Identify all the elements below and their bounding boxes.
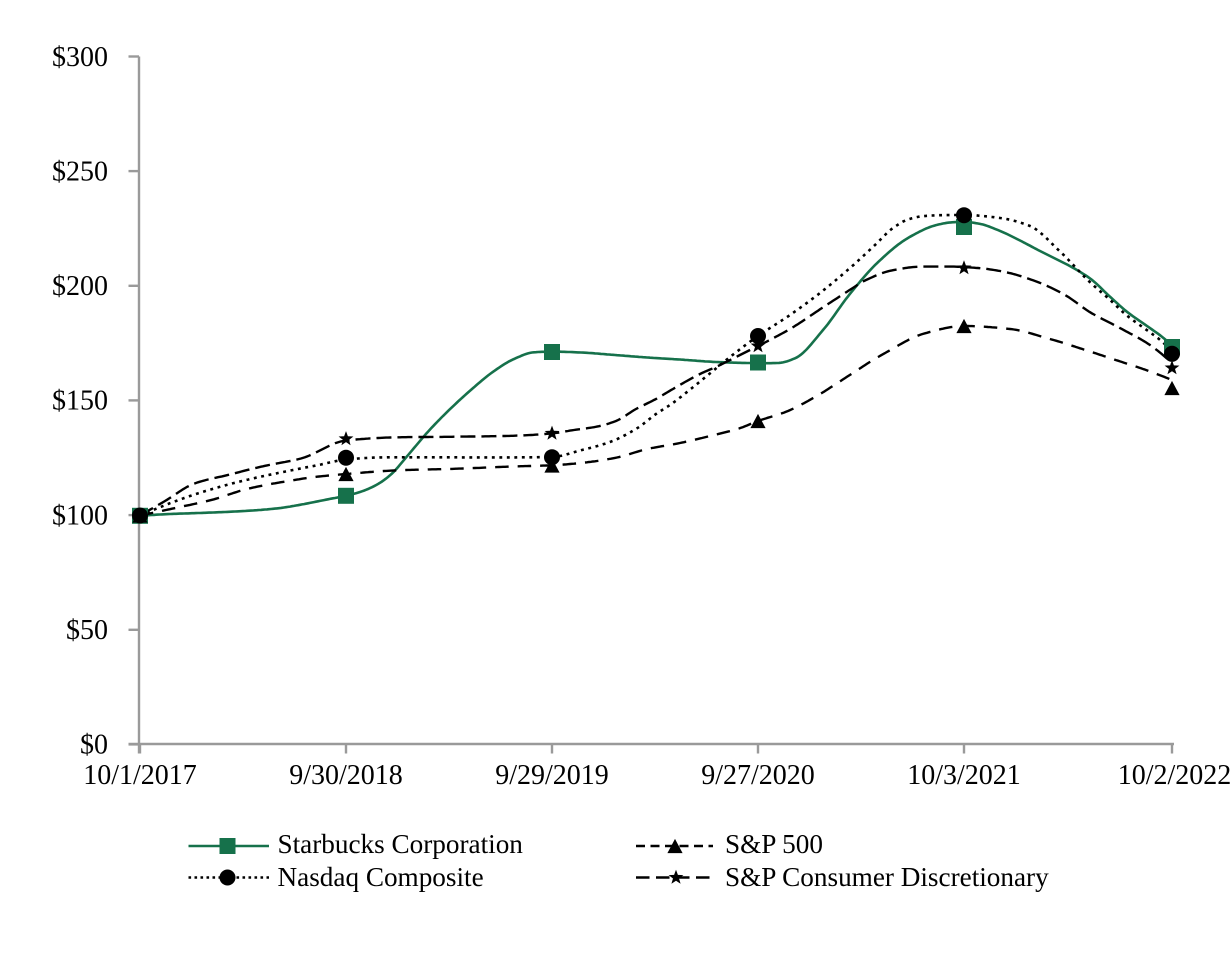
svg-text:$250: $250: [52, 156, 108, 187]
svg-text:9/27/2020: 9/27/2020: [701, 760, 815, 791]
svg-text:$50: $50: [66, 615, 108, 646]
svg-text:10/2/2022: 10/2/2022: [1118, 760, 1230, 791]
svg-text:9/29/2019: 9/29/2019: [495, 760, 609, 791]
svg-text:$100: $100: [52, 500, 108, 531]
svg-text:S&P Consumer Discretionary: S&P Consumer Discretionary: [725, 862, 1049, 892]
svg-text:$0: $0: [80, 730, 108, 761]
svg-text:Starbucks Corporation: Starbucks Corporation: [278, 829, 524, 859]
svg-text:10/1/2017: 10/1/2017: [83, 760, 197, 791]
svg-text:$300: $300: [52, 42, 108, 73]
svg-text:$200: $200: [52, 271, 108, 302]
svg-text:Nasdaq Composite: Nasdaq Composite: [278, 862, 484, 892]
svg-text:9/30/2018: 9/30/2018: [289, 760, 403, 791]
svg-text:S&P 500: S&P 500: [725, 829, 823, 859]
svg-text:$150: $150: [52, 386, 108, 417]
svg-text:10/3/2021: 10/3/2021: [907, 760, 1021, 791]
